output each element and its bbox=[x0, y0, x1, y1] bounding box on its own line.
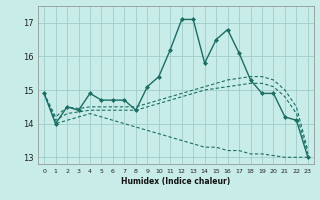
X-axis label: Humidex (Indice chaleur): Humidex (Indice chaleur) bbox=[121, 177, 231, 186]
